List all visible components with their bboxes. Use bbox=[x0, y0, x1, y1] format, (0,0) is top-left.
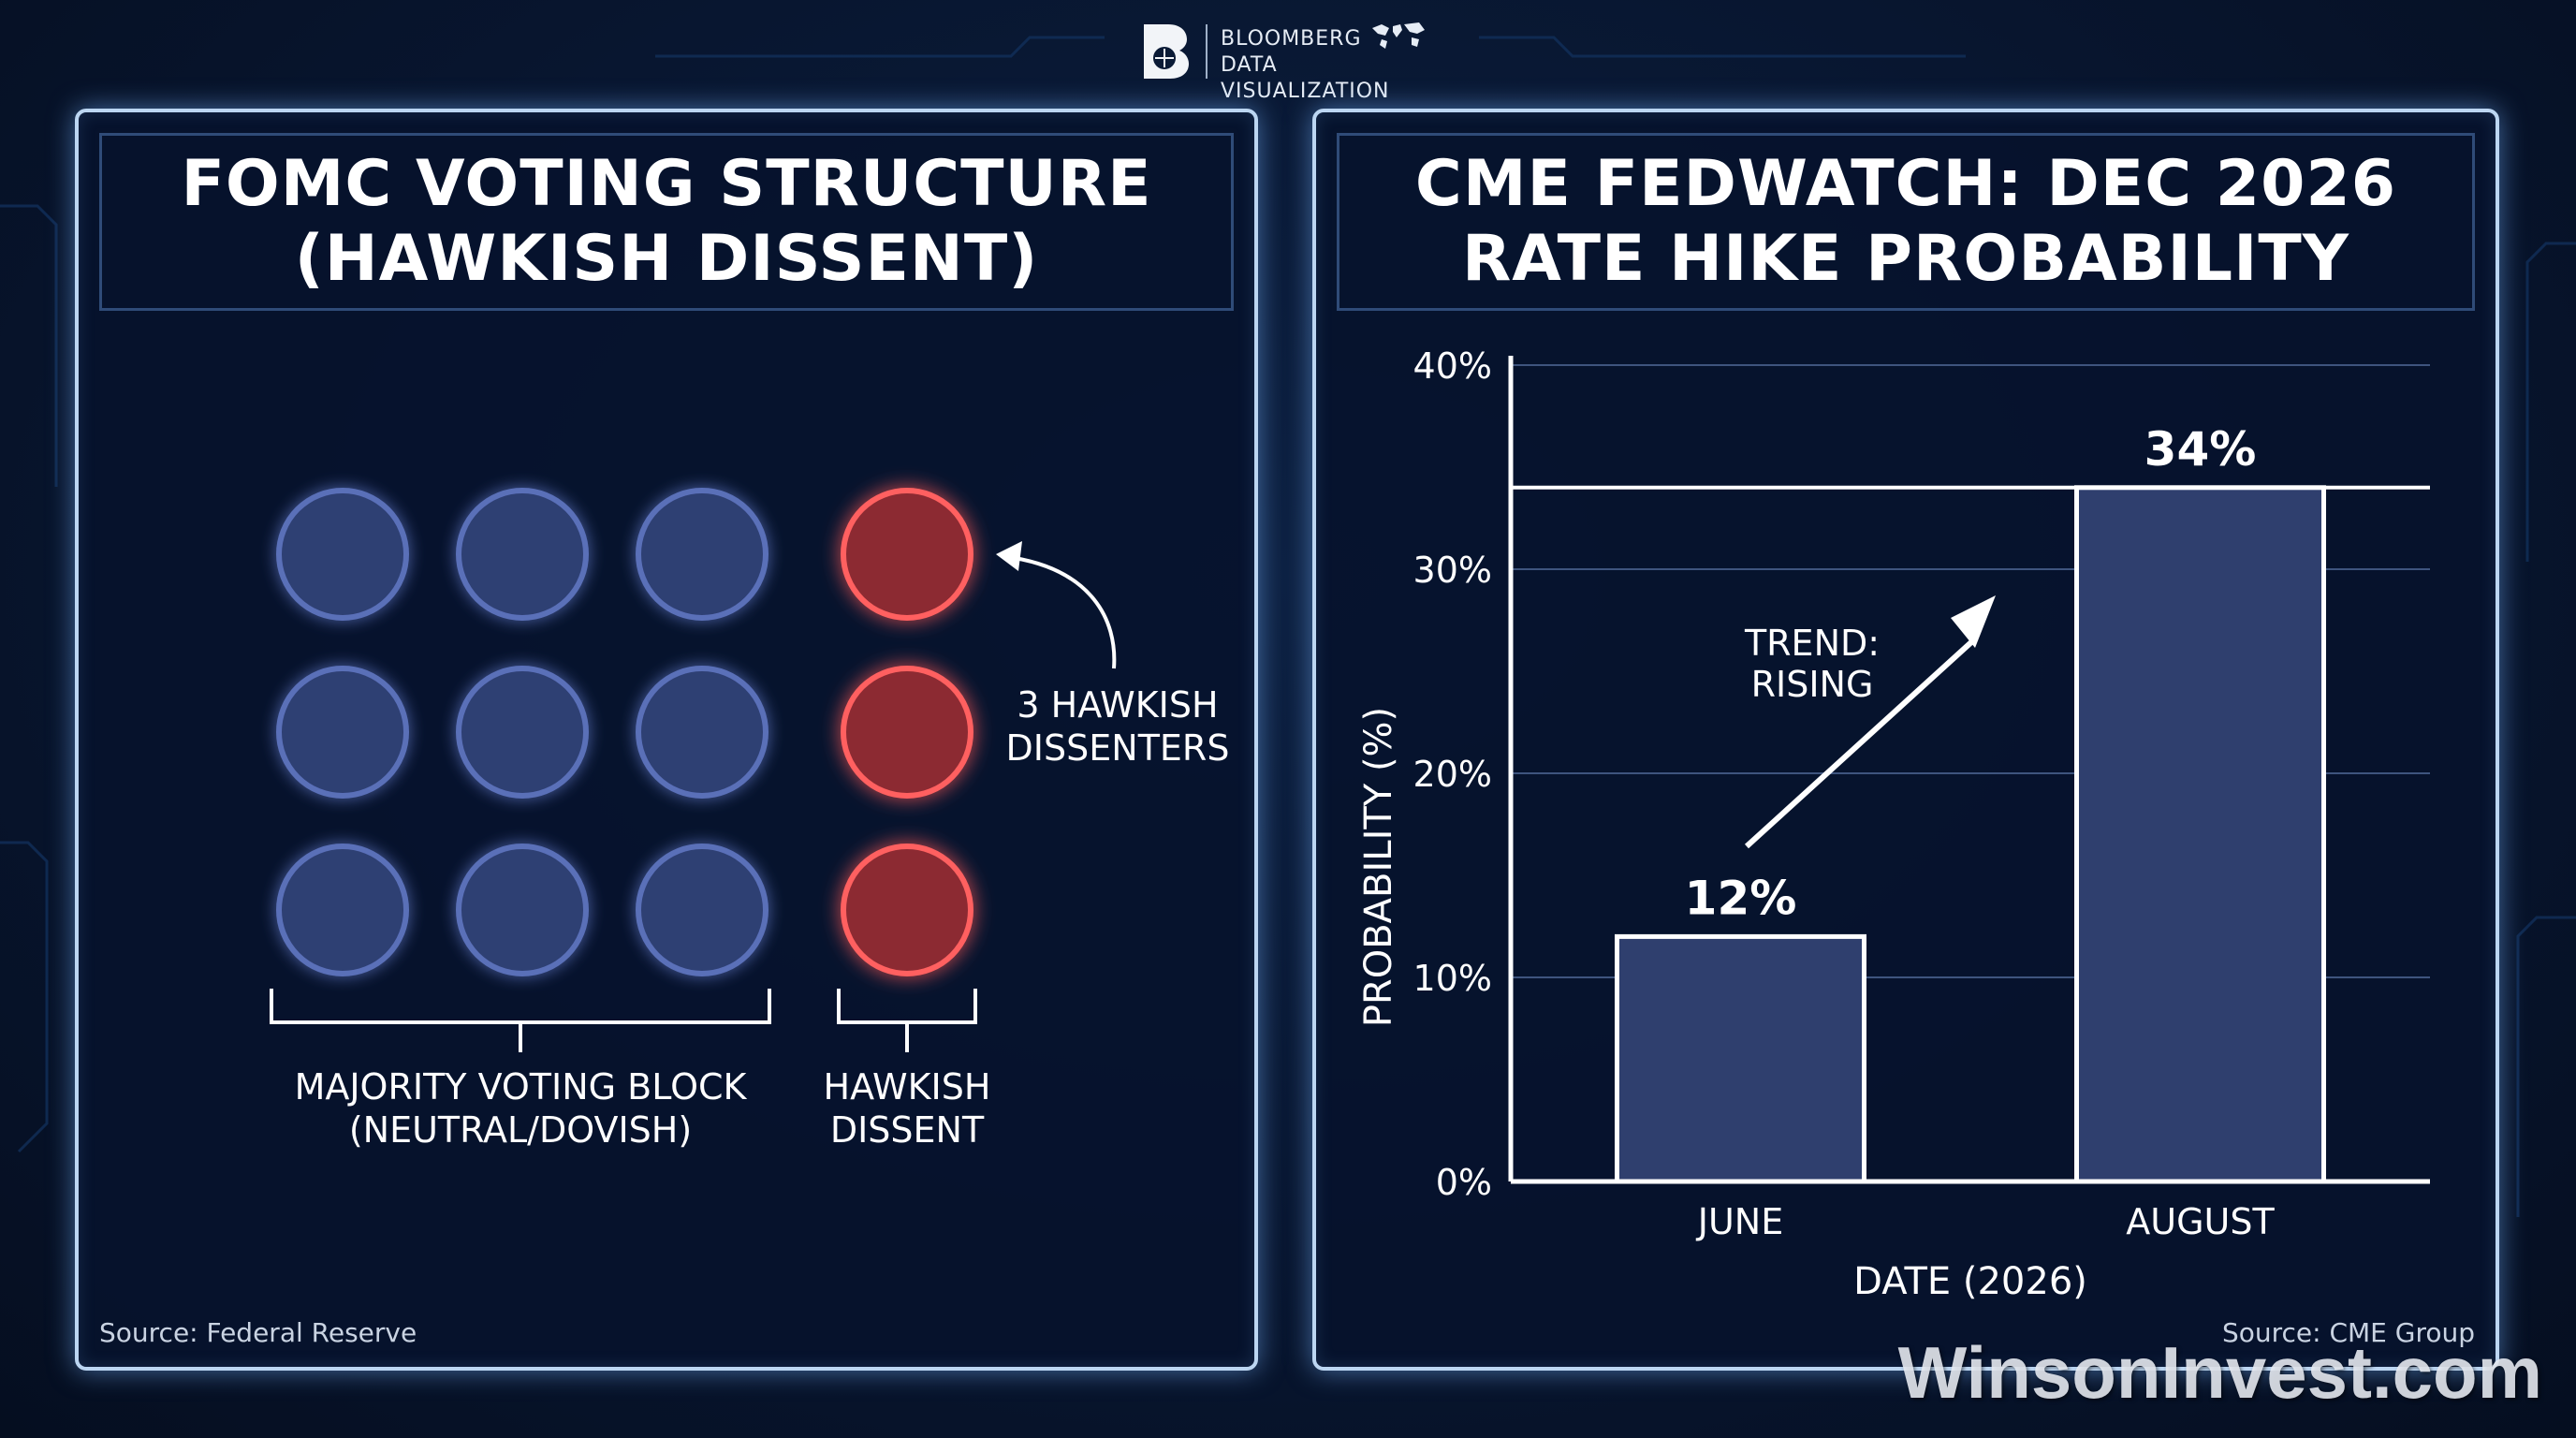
voting-dot-matrix bbox=[270, 488, 1117, 1052]
axes-group bbox=[1508, 356, 2430, 1184]
dissent-label-line-2: DISSENT bbox=[829, 1109, 985, 1151]
logo-divider bbox=[1206, 24, 1208, 79]
x-tick-label: AUGUST bbox=[2126, 1201, 2275, 1242]
right-title-line-1: CME FEDWATCH: DEC 2026 bbox=[1414, 147, 2397, 221]
majority-voter-dot bbox=[636, 844, 768, 976]
bloomberg-logo: BLOOMBERG DATA VISUALIZATION bbox=[1140, 21, 1440, 103]
labels-group: 0% 10% 20% 30% 40% 12% JUNE 34% AUGUST DATE (2026… bbox=[1357, 345, 2275, 1303]
majority-voter-dot bbox=[456, 666, 589, 799]
y-tick-label: 20% bbox=[1413, 754, 1492, 795]
logo-line-1: BLOOMBERG bbox=[1221, 27, 1362, 51]
dissenters-annotation: 3 HAWKISH DISSENTERS bbox=[977, 683, 1258, 770]
bars-group bbox=[1615, 485, 2326, 1184]
fomc-voting-panel: FOMC VOTING STRUCTURE (HAWKISH DISSENT) … bbox=[75, 109, 1258, 1371]
y-axis-label: PROBABILITY (%) bbox=[1357, 707, 1400, 1027]
majority-voter-dot bbox=[276, 844, 409, 976]
y-tick-label: 40% bbox=[1413, 345, 1492, 387]
majority-label-line-2: (NEUTRAL/DOVISH) bbox=[348, 1109, 693, 1151]
trend-arrowhead bbox=[1951, 595, 1996, 648]
x-axis-label: DATE (2026) bbox=[1853, 1260, 2087, 1303]
left-title-box: FOMC VOTING STRUCTURE (HAWKISH DISSENT) bbox=[99, 133, 1234, 311]
dissent-annotation-arrowhead bbox=[996, 541, 1022, 571]
bar-june bbox=[1615, 933, 1866, 1184]
world-map-icon bbox=[1372, 22, 1425, 49]
bar-value-label: 12% bbox=[1685, 871, 1797, 925]
right-title-box: CME FEDWATCH: DEC 2026 RATE HIKE PROBABI… bbox=[1337, 133, 2475, 311]
left-title-line-1: FOMC VOTING STRUCTURE bbox=[181, 147, 1152, 221]
y-tick-label: 30% bbox=[1413, 550, 1492, 591]
hawkish-dissenter-dot bbox=[841, 488, 973, 621]
dissent-bracket bbox=[837, 989, 977, 1052]
majority-voter-dot bbox=[276, 666, 409, 799]
dissenters-annotation-line-2: DISSENTERS bbox=[1005, 727, 1230, 769]
bar-value-label: 34% bbox=[2144, 422, 2257, 477]
majority-voter-dot bbox=[636, 488, 768, 621]
majority-voter-dot bbox=[276, 488, 409, 621]
right-source: Source: CME Group bbox=[2221, 1317, 2475, 1348]
b-logo-icon bbox=[1144, 24, 1189, 79]
majority-voter-dot bbox=[456, 844, 589, 976]
fedwatch-panel: CME FEDWATCH: DEC 2026 RATE HIKE PROBABI… bbox=[1312, 109, 2499, 1371]
y-tick-label: 10% bbox=[1413, 958, 1492, 999]
logo-text: BLOOMBERG DATA VISUALIZATION bbox=[1221, 26, 1440, 105]
x-tick-label: JUNE bbox=[1696, 1201, 1783, 1242]
dissenters-annotation-line-1: 3 HAWKISH bbox=[1017, 684, 1219, 726]
trend-label-line-2: RISING bbox=[1751, 664, 1874, 705]
left-source: Source: Federal Reserve bbox=[99, 1317, 417, 1348]
majority-voter-dot bbox=[636, 666, 768, 799]
hawkish-dissenter-dot bbox=[841, 666, 973, 799]
bar-august bbox=[2074, 485, 2326, 1184]
majority-voter-dot bbox=[456, 488, 589, 621]
hawkish-dissenter-dot bbox=[841, 844, 973, 976]
trend-label-line-1: TREND: bbox=[1744, 623, 1880, 664]
dots-group bbox=[276, 488, 973, 976]
right-title-line-2: RATE HIKE PROBABILITY bbox=[1461, 222, 2350, 296]
left-title-line-2: (HAWKISH DISSENT) bbox=[294, 222, 1039, 296]
dissent-annotation-arrow bbox=[1014, 556, 1117, 669]
majority-bracket bbox=[270, 989, 771, 1052]
watermark: WinsonInvest.com bbox=[1897, 1331, 2542, 1414]
majority-label: MAJORITY VOTING BLOCK (NEUTRAL/DOVISH) bbox=[258, 1065, 783, 1152]
logo-line-2: DATA VISUALIZATION bbox=[1221, 53, 1390, 103]
rate-hike-bar-chart: 0% 10% 20% 30% 40% 12% JUNE 34% AUGUST DATE (2026… bbox=[1357, 345, 2430, 1303]
y-tick-label: 0% bbox=[1436, 1162, 1492, 1203]
majority-label-line-1: MAJORITY VOTING BLOCK bbox=[294, 1066, 747, 1108]
dissent-label-line-1: HAWKISH bbox=[823, 1066, 991, 1108]
dissent-label: HAWKISH DISSENT bbox=[804, 1065, 1010, 1152]
trend-arrow bbox=[1744, 639, 1974, 849]
